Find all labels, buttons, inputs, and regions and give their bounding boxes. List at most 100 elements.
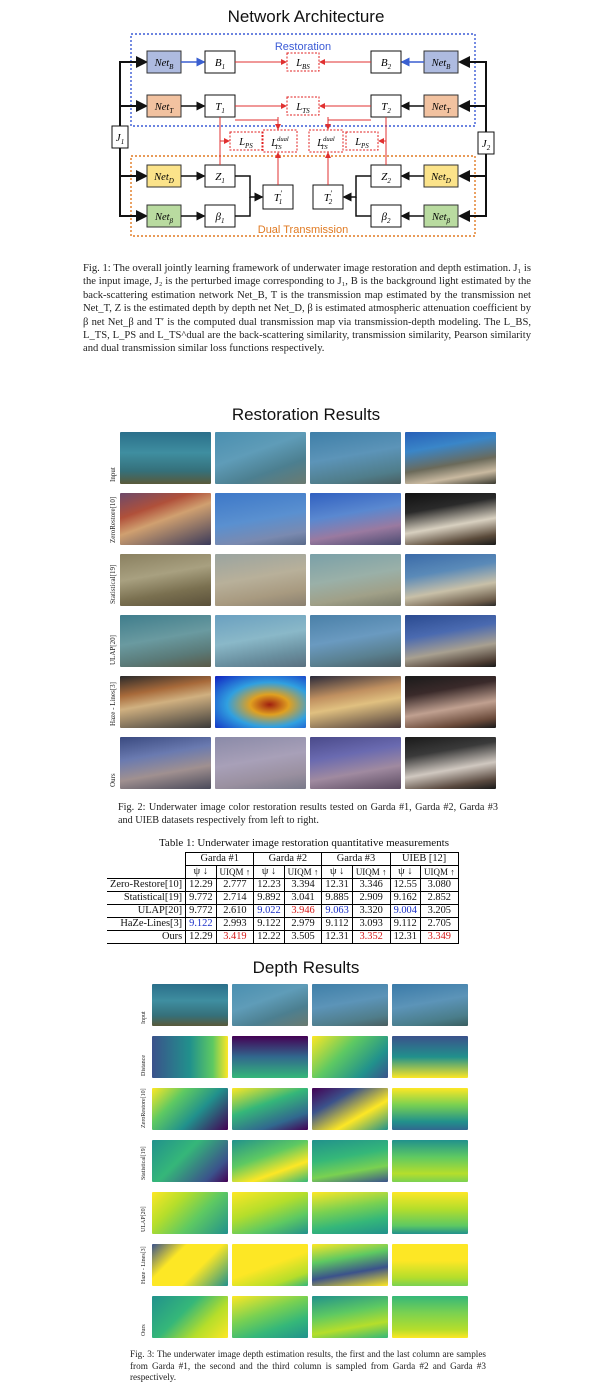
svg-text:Z2: Z2 [381,171,391,185]
table-cell: 9.892 [253,891,285,905]
table-cell: 2.979 [283,917,323,931]
restoration-row-label: Haze - Lines[3] [109,682,117,726]
fig1-caption: Fig. 1: The overall jointly learning fra… [83,263,531,355]
restoration-image [120,432,211,484]
metric-header: ψ ↓ [185,865,217,879]
restoration-image [405,737,496,789]
table-cell: 9.162 [389,891,421,905]
table-cell: 9.122 [253,917,285,931]
svg-text:Netβ: Netβ [431,212,451,225]
metric-header: UIQM ↑ [283,865,323,879]
table-cell: 9.112 [389,917,421,931]
table-cell: 3.349 [419,930,459,944]
table-cell: 12.31 [321,930,353,944]
svg-text:NetB: NetB [431,58,452,71]
metric-header: UIQM ↑ [215,865,255,879]
restoration-image [310,432,401,484]
depth-image [152,1140,228,1182]
depth-image [232,1140,308,1182]
restoration-image [215,554,306,606]
depth-image [392,1088,468,1130]
dual-transmission-box [130,155,476,237]
depth-image [392,1192,468,1234]
restoration-image [215,676,306,728]
table-dataset-header: Garda #1 Garda #2 Garda #3 UIEB [12] [107,852,459,866]
restoration-row-label: Statistical[19] [109,564,117,604]
restoration-image [120,676,211,728]
svg-text:NetT: NetT [431,102,452,115]
svg-text:LTS: LTS [295,102,310,115]
restoration-image [215,493,306,545]
restoration-image [310,493,401,545]
depth-results-title: Depth Results [252,958,360,977]
method-name: ULAP[20] [107,904,187,918]
restoration-box [130,33,476,127]
table-cell: 12.29 [185,878,217,892]
depth-image [312,1036,388,1078]
depth-row-label: Haze - Lines[3] [141,1246,147,1284]
loss-bs [286,52,320,72]
table-cell: 9.004 [389,904,421,918]
table-row: Statistical[19] 9.772 2.714 9.892 3.041 9.885… [107,891,459,905]
restoration-image [120,615,211,667]
depth-row-label: Ours [141,1324,147,1336]
dual-transmission-label: Dual Transmission [258,224,348,236]
table-cell: 12.29 [185,930,217,944]
restoration-image [310,737,401,789]
table-cell: 12.22 [253,930,285,944]
table-row: HaZe-Lines[3] 9.122 2.993 9.122 2.979 9.112 3.… [107,917,459,931]
depth-grid: Input Distance ZeroRestore[10] Statistical[… [140,984,480,1344]
metric-header: ψ ↓ [321,865,353,879]
depth-image [392,1244,468,1286]
table-cell: 2.909 [351,891,391,905]
depth-row-label: Statistical[19] [141,1146,147,1180]
method-name: Ours [107,930,187,944]
svg-text:J2: J2 [482,138,491,152]
depth-row-label: Distance [141,1055,147,1076]
depth-image [312,1192,388,1234]
fig2-caption: Fig. 2: Underwater image color restorati… [118,802,498,826]
depth-image [312,1088,388,1130]
table-cell: 2.777 [215,878,255,892]
table-row: Ours 12.29 3.419 12.22 3.505 12.31 3.352 12.31 3… [107,930,459,944]
metric-header: ψ ↓ [389,865,421,879]
depth-image [312,1296,388,1338]
table-cell: 9.772 [185,904,217,918]
depth-row-label: Input [141,1011,147,1024]
method-name: HaZe-Lines[3] [107,917,187,931]
restoration-image [215,432,306,484]
restoration-row-label: ULAP[20] [109,635,117,665]
dataset-header: Garda #3 [321,852,391,866]
table-cell: 12.31 [389,930,421,944]
table-cell: 9.122 [185,917,217,931]
loss-ps-right [345,131,379,151]
depth-image [232,1192,308,1234]
restoration-image [310,554,401,606]
restoration-image [120,737,211,789]
depth-image [232,1036,308,1078]
depth-image [152,1088,228,1130]
depth-image [152,1036,228,1078]
t1-prime-node [262,184,294,210]
restoration-image [310,676,401,728]
table-cell: 12.31 [321,878,353,892]
table-row: Zero-Restore[10] 12.29 2.777 12.23 3.394 12.3… [107,878,459,892]
table-cell: 9.772 [185,891,217,905]
loss-ts [286,96,320,116]
table-cell: 2.705 [419,917,459,931]
depth-image [152,984,228,1026]
metric-header: ψ ↓ [253,865,285,879]
svg-text:B2: B2 [381,57,392,71]
depth-row-label: ZeroRestore[10] [141,1088,147,1128]
table-cell: 2.714 [215,891,255,905]
dataset-header: UIEB [12] [389,852,459,866]
loss-dual-left [262,129,298,153]
table-cell: 3.080 [419,878,459,892]
table-cell: 9.022 [253,904,285,918]
metric-header: UIQM ↑ [351,865,391,879]
t2-prime-node [312,184,344,210]
table-cell: 3.346 [351,878,391,892]
restoration-row-label: Input [109,467,117,482]
table-cell: 9.885 [321,891,353,905]
depth-image [152,1244,228,1286]
